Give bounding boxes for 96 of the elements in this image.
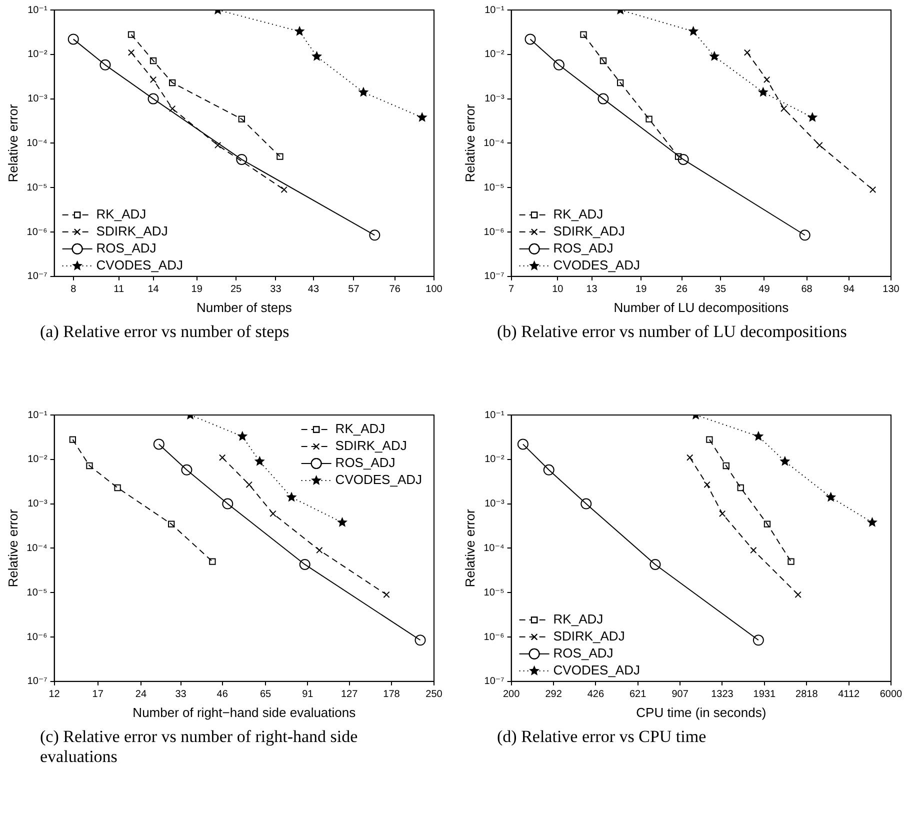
text: (a) Relative error vs number of steps bbox=[40, 322, 290, 342]
legend-label: RK_ADJ bbox=[335, 421, 386, 436]
x-tick-label: 33 bbox=[270, 284, 282, 296]
x-tick-label: 907 bbox=[672, 689, 689, 700]
y-tick-label: 10⁻⁷ bbox=[484, 271, 505, 282]
x-tick-label: 426 bbox=[587, 689, 604, 700]
y-tick-label: 10⁻⁵ bbox=[484, 587, 504, 598]
y-tick-label: 10⁻⁵ bbox=[26, 182, 48, 194]
legend-label: RK_ADJ bbox=[553, 206, 604, 222]
y-tick-label: 10⁻⁷ bbox=[484, 676, 505, 688]
legend-label: CVODES_ADJ bbox=[553, 662, 640, 678]
y-tick-label: 10⁻² bbox=[484, 454, 505, 466]
legend-label: ROS_ADJ bbox=[553, 645, 614, 660]
legend-label: SDIRK_ADJ bbox=[96, 223, 168, 238]
text: (d) Relative error vs CPU time bbox=[497, 727, 708, 747]
legend-label: SDIRK_ADJ bbox=[553, 223, 625, 238]
y-tick-label: 10⁻² bbox=[28, 454, 48, 466]
y-tick-label: 10⁻² bbox=[484, 49, 505, 60]
x-axis-title: Number of right−hand side evaluations bbox=[132, 704, 356, 720]
x-tick-label: 1931 bbox=[753, 689, 776, 700]
y-tick-label: 10⁻⁶ bbox=[484, 226, 504, 238]
y-tick-label: 10⁻¹ bbox=[28, 410, 48, 421]
x-axis-title: Number of steps bbox=[196, 300, 292, 315]
y-tick-label: 10⁻¹ bbox=[28, 4, 48, 16]
legend-label: CVODES_ADJ bbox=[335, 472, 422, 488]
y-tick-label: 10⁻⁴ bbox=[484, 138, 504, 149]
x-tick-label: 178 bbox=[383, 689, 400, 700]
x-tick-label: 76 bbox=[389, 284, 401, 296]
x-tick-label: 4112 bbox=[838, 689, 860, 700]
legend-label: SDIRK_ADJ bbox=[335, 438, 407, 454]
legend-label: SDIRK_ADJ bbox=[553, 628, 625, 644]
y-tick-label: 10⁻⁶ bbox=[484, 632, 504, 643]
y-tick-label: 10⁻⁵ bbox=[26, 587, 48, 598]
text: (b) Relative error vs number of LU decompositions bbox=[497, 322, 848, 342]
text: (c) Relative error vs number of right-hand side evaluations bbox=[40, 727, 359, 767]
x-tick-label: 19 bbox=[191, 284, 203, 296]
y-tick-label: 10⁻³ bbox=[484, 498, 505, 510]
x-tick-label: 8 bbox=[70, 284, 77, 296]
legend-label: CVODES_ADJ bbox=[96, 257, 183, 272]
legend-label: ROS_ADJ bbox=[553, 240, 614, 256]
legend-label: RK_ADJ bbox=[553, 611, 604, 626]
x-tick-label: 94 bbox=[843, 284, 855, 296]
x-tick-label: 68 bbox=[801, 284, 813, 296]
x-tick-label: 100 bbox=[426, 284, 443, 296]
y-tick-label: 10⁻³ bbox=[28, 498, 48, 510]
y-axis-title: Relative error bbox=[462, 508, 478, 588]
x-tick-label: 130 bbox=[882, 284, 900, 296]
y-tick-label: 10⁻³ bbox=[484, 94, 505, 105]
x-tick-label: 25 bbox=[230, 284, 242, 296]
x-tick-label: 17 bbox=[92, 689, 104, 700]
y-tick-label: 10⁻⁴ bbox=[484, 542, 504, 554]
y-tick-label: 10⁻⁶ bbox=[26, 632, 48, 643]
x-axis-title: CPU time (in seconds) bbox=[636, 704, 766, 720]
legend-label: RK_ADJ bbox=[96, 206, 146, 222]
legend-label: CVODES_ADJ bbox=[553, 257, 640, 272]
x-tick-label: 43 bbox=[308, 284, 320, 296]
x-tick-label: 13 bbox=[586, 284, 598, 296]
y-tick-label: 10⁻⁷ bbox=[27, 676, 48, 688]
x-tick-label: 91 bbox=[302, 689, 314, 700]
y-tick-label: 10⁻¹ bbox=[484, 4, 505, 16]
y-tick-label: 10⁻³ bbox=[28, 94, 48, 105]
x-tick-label: 33 bbox=[175, 689, 187, 700]
x-tick-label: 35 bbox=[714, 284, 726, 296]
x-tick-label: 621 bbox=[629, 689, 647, 700]
x-axis-title: Number of LU decompositions bbox=[614, 300, 790, 315]
y-tick-label: 10⁻⁵ bbox=[484, 182, 504, 194]
x-tick-label: 2818 bbox=[796, 689, 818, 700]
x-tick-label: 26 bbox=[676, 284, 688, 296]
x-tick-label: 127 bbox=[340, 689, 358, 700]
x-tick-label: 200 bbox=[502, 689, 520, 700]
x-tick-label: 6000 bbox=[880, 689, 903, 700]
y-tick-label: 10⁻¹ bbox=[484, 410, 505, 421]
y-tick-label: 10⁻⁴ bbox=[26, 138, 48, 149]
y-tick-label: 10⁻⁷ bbox=[27, 271, 48, 282]
y-axis-title: Relative error bbox=[5, 104, 20, 182]
x-tick-label: 57 bbox=[348, 284, 360, 296]
legend-label: ROS_ADJ bbox=[335, 455, 396, 470]
y-tick-label: 10⁻² bbox=[28, 49, 48, 60]
y-tick-label: 10⁻⁶ bbox=[26, 226, 48, 238]
x-tick-label: 46 bbox=[216, 689, 228, 700]
x-tick-label: 7 bbox=[508, 284, 515, 296]
x-tick-label: 292 bbox=[545, 689, 562, 700]
x-tick-label: 24 bbox=[135, 689, 147, 700]
x-tick-label: 65 bbox=[260, 689, 272, 700]
legend-label: ROS_ADJ bbox=[96, 240, 156, 256]
x-tick-label: 12 bbox=[48, 689, 60, 700]
x-tick-label: 250 bbox=[426, 689, 443, 700]
y-axis-title: Relative error bbox=[5, 508, 20, 588]
x-tick-label: 10 bbox=[552, 284, 564, 296]
x-tick-label: 1323 bbox=[711, 689, 734, 700]
x-tick-label: 14 bbox=[148, 284, 160, 296]
x-tick-label: 19 bbox=[636, 284, 648, 296]
x-tick-label: 11 bbox=[114, 284, 124, 296]
y-tick-label: 10⁻⁴ bbox=[26, 542, 48, 554]
y-axis-title: Relative error bbox=[462, 104, 478, 182]
x-tick-label: 49 bbox=[758, 284, 770, 296]
